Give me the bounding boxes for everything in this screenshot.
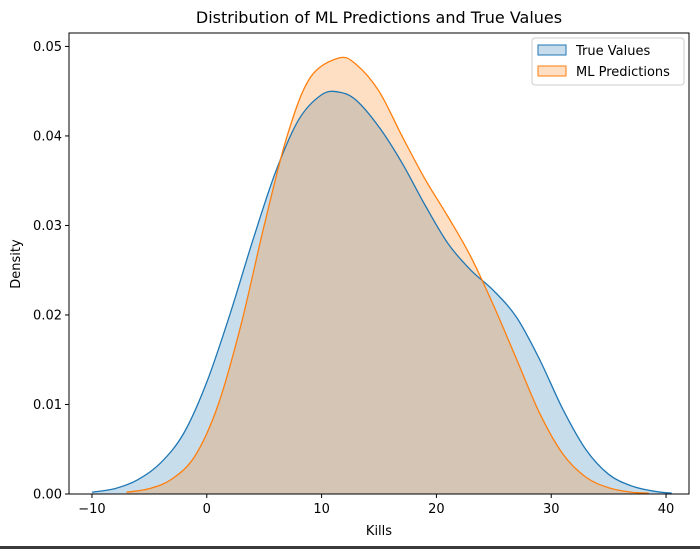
legend-swatch-ml-predictions — [537, 65, 567, 77]
legend-label-true-values: True Values — [575, 44, 650, 59]
plot-frame — [68, 32, 690, 495]
y-tick-label: 0.02 — [33, 308, 62, 323]
y-tick-label: 0.03 — [33, 219, 62, 234]
y-tick-label: 0.01 — [33, 398, 62, 413]
x-tick-label: 40 — [658, 502, 675, 517]
x-tick-label: 20 — [428, 502, 445, 517]
area-fill-ml-predictions — [126, 57, 649, 494]
x-axis-label: Kills — [366, 524, 392, 539]
y-tick-label: 0.04 — [33, 129, 62, 144]
legend-box — [531, 37, 685, 86]
density-line-ml-predictions — [126, 56, 649, 494]
chart-title: Distribution of ML Predictions and True … — [196, 8, 562, 27]
area-fill-true-values — [91, 91, 672, 495]
x-tick-label: 10 — [313, 502, 330, 517]
y-tick-label: 0.00 — [33, 488, 62, 503]
x-tick-label: −10 — [78, 502, 105, 517]
density-line-true-values — [91, 90, 672, 494]
x-tick-label: 0 — [203, 502, 211, 517]
bottom-border — [0, 546, 700, 549]
legend: True Values ML Predictions — [531, 37, 685, 86]
legend-swatch-true-values — [537, 44, 567, 56]
legend-label-ml-predictions: ML Predictions — [576, 65, 670, 80]
x-tick-label: 30 — [543, 502, 560, 517]
y-axis-label: Density — [9, 239, 24, 289]
y-tick-label: 0.05 — [33, 40, 62, 55]
